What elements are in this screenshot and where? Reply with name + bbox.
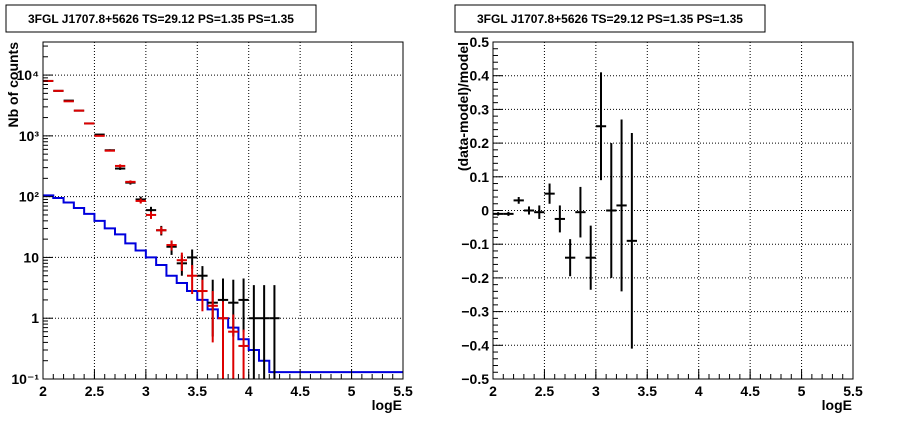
left-axis-ticks: 2 2.5 3 3.5 4 4.5 5 5.5 10⁻¹ 1 10 10² 10³ 10⁴ xyxy=(11,45,413,399)
left-y-tick-label: 10² xyxy=(19,189,40,205)
left-model-point xyxy=(166,240,177,251)
right-residual-point xyxy=(534,205,545,219)
left-model-point xyxy=(115,164,126,168)
right-y-tick-label: 0.4 xyxy=(470,68,490,84)
left-model-point xyxy=(135,198,146,204)
right-residual-point xyxy=(554,205,565,233)
left-model-point xyxy=(156,226,167,235)
left-data-point xyxy=(269,285,280,379)
left-x-tick-label: 5 xyxy=(348,383,356,399)
right-residual-point xyxy=(523,206,535,215)
left-model-point xyxy=(125,180,136,184)
right-y-tick-label: −0.2 xyxy=(461,270,489,286)
right-residual-point xyxy=(616,119,627,292)
left-model-point xyxy=(176,252,187,271)
right-residual-point xyxy=(626,132,637,349)
right-residual-point xyxy=(513,197,524,204)
right-y-tick-label: 0.3 xyxy=(470,101,490,117)
left-x-tick-label: 3.5 xyxy=(188,383,208,399)
left-gridlines xyxy=(43,42,403,379)
right-y-tick-label: 0.2 xyxy=(470,135,490,151)
left-title-box xyxy=(5,4,317,33)
left-chart-title: 3FGL J1707.8+5626 TS=29.12 PS=1.35 PS=1.… xyxy=(28,12,294,26)
right-residual-point xyxy=(595,72,607,181)
left-y-tick-label: 10⁻¹ xyxy=(11,371,39,387)
right-residual-point xyxy=(503,211,514,216)
left-y-tick-label: 1 xyxy=(31,310,39,326)
left-x-tick-label: 4 xyxy=(245,383,253,399)
right-y-tick-label: 0.1 xyxy=(470,169,490,185)
left-x-tick-label: 4.5 xyxy=(290,383,310,399)
right-gridlines xyxy=(493,42,853,379)
left-panel: 3FGL J1707.8+5626 TS=29.12 PS=1.35 PS=1.… xyxy=(5,4,413,413)
left-model-point xyxy=(207,291,218,343)
left-y-tick-label: 10³ xyxy=(19,128,40,144)
left-y-axis-label: Nb of counts xyxy=(5,42,21,128)
right-y-axis-label: (data-model)/model xyxy=(455,42,471,171)
right-title-box xyxy=(454,4,766,33)
left-model-point xyxy=(145,211,157,219)
right-panel: 3FGL J1707.8+5626 TS=29.12 PS=1.35 PS=1.… xyxy=(454,4,863,413)
right-x-tick-label: 5 xyxy=(798,383,806,399)
right-residual-point xyxy=(585,225,596,290)
left-model-point xyxy=(228,314,239,379)
right-y-tick-label: 0 xyxy=(481,203,489,219)
right-x-tick-label: 3.5 xyxy=(638,383,658,399)
left-plot-marks xyxy=(43,79,403,379)
left-y-tick-label: 10⁴ xyxy=(17,67,40,83)
right-x-tick-label: 4 xyxy=(695,383,703,399)
right-y-tick-label: −0.1 xyxy=(461,236,489,252)
right-plot-marks xyxy=(493,72,637,349)
left-data-point xyxy=(115,167,126,170)
right-x-tick-label: 5.5 xyxy=(843,383,863,399)
left-model-point xyxy=(197,279,208,312)
left-x-tick-label: 2.5 xyxy=(85,383,105,399)
right-chart-title: 3FGL J1707.8+5626 TS=29.12 PS=1.35 PS=1.… xyxy=(477,12,743,26)
left-source-step-line xyxy=(43,194,403,374)
left-x-axis-label: logE xyxy=(372,397,402,413)
right-y-tick-label: −0.3 xyxy=(461,304,489,320)
right-x-tick-label: 3 xyxy=(592,383,600,399)
left-model-point xyxy=(238,329,249,379)
left-x-tick-label: 5.5 xyxy=(393,383,413,399)
left-data-point xyxy=(248,285,259,379)
right-residual-point xyxy=(606,143,617,278)
left-data-point xyxy=(238,278,249,332)
right-y-tick-label: −0.4 xyxy=(461,337,489,353)
right-x-tick-label: 2.5 xyxy=(535,383,555,399)
right-residual-point xyxy=(493,212,504,216)
right-y-tick-label: 0.5 xyxy=(470,34,490,50)
left-model-point xyxy=(187,265,198,295)
left-x-tick-label: 2 xyxy=(39,383,47,399)
left-y-tick-label: 10 xyxy=(23,249,39,265)
right-x-tick-label: 4.5 xyxy=(740,383,760,399)
left-model-point xyxy=(217,301,229,379)
right-x-axis-label: logE xyxy=(822,397,852,413)
right-residual-point xyxy=(575,186,586,238)
right-residual-point xyxy=(565,239,576,277)
right-y-tick-label: −0.5 xyxy=(461,371,489,387)
left-data-point xyxy=(259,285,270,379)
right-residual-point xyxy=(544,183,555,204)
left-x-tick-label: 3 xyxy=(142,383,150,399)
right-x-tick-label: 2 xyxy=(489,383,497,399)
right-axis-ticks: 2 2.5 3 3.5 4 4.5 5 5.5 −0.5 −0.4 −0.3 −0.2 −0.1 0 0.1… xyxy=(461,34,863,399)
